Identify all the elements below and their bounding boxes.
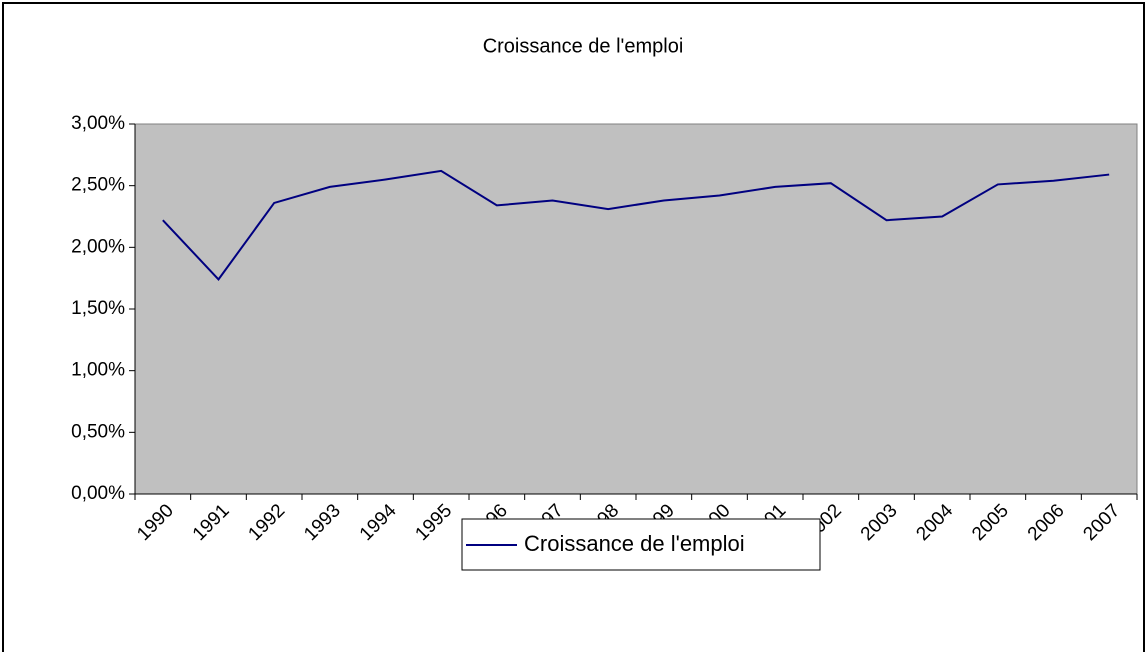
line-series	[162, 169, 1110, 281]
y-tick-label: 0,50%	[71, 421, 125, 442]
y-tick-label: 1,50%	[71, 298, 125, 319]
y-tick-label: 0,00%	[71, 483, 125, 504]
y-tick-label: 2,00%	[71, 236, 125, 257]
chart-title: Croissance de l'emploi	[483, 35, 684, 57]
plot-area	[134, 123, 1138, 495]
legend-label: Croissance de l'emploi	[524, 531, 745, 556]
y-tick-label: 1,00%	[71, 360, 125, 381]
y-tick-label: 2,50%	[71, 175, 125, 196]
y-tick-label: 3,00%	[71, 113, 125, 134]
legend-box	[461, 518, 821, 571]
